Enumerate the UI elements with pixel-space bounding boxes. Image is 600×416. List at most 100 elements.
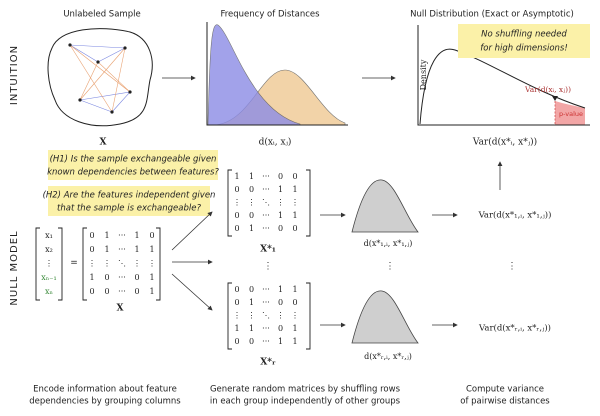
matrix-cell: 1 [149,287,154,296]
matrix-cell: ⋮ [133,259,141,268]
matrix-cell: ⋮ [291,198,299,207]
matrix-cell: ⋮ [233,198,241,207]
distance-curve [351,290,419,344]
caption: Generate random matrices by shuffling ro… [210,385,401,395]
matrix-cell: 1 [249,324,254,333]
matrix-cell: 0 [89,231,94,240]
matrix-cell: 0 [292,172,297,181]
ellipsis: ⋮ [264,262,273,272]
ellipsis: ⋮ [508,262,517,272]
question: (H1) Is the sample exchangeable given [50,155,217,165]
variance-label: Var(d(x*ᵣ,ᵢ, x*ᵣ,ⱼ)) [478,323,551,334]
matrix-cell: 0 [292,224,297,233]
matrix-cell: 1 [278,285,283,294]
axis-label: d(xᵢ, xⱼ) [259,137,292,148]
matrix-cell: 0 [234,337,239,346]
matrix-cell: 0 [249,337,254,346]
matrix-cell: 0 [292,298,297,307]
matrix-cell: 0 [134,273,139,282]
axis-label: Density [419,59,428,90]
matrix-cell: ⋮ [277,198,285,207]
matrix-cell: 1 [149,273,154,282]
matrix-cell: 0 [249,285,254,294]
bracket [156,227,161,301]
bracket [58,227,63,301]
matrix-cell: 0 [278,224,283,233]
arrow [171,211,213,251]
matrix-cell: 1 [278,185,283,194]
matrix-cell: ··· [118,273,126,282]
matrix-cell: ⋱ [262,198,270,207]
bracket [306,282,311,350]
caption: dependencies by grouping columns [29,397,181,407]
bracket [35,227,40,301]
matrix-cell: 1 [278,211,283,220]
equals: = [70,259,78,269]
question: that the sample is exchangeable? [57,204,201,214]
bracket [227,169,232,237]
matrix-cell: 0 [278,172,283,181]
matrix-cell: ⋮ [248,311,256,320]
matrix-cell: 1 [292,324,297,333]
matrix-cell: 0 [234,185,239,194]
matrix-cell: ··· [262,224,270,233]
matrix-cell: 1 [292,211,297,220]
matrix-cell: ⋮ [277,311,285,320]
matrix-cell: ··· [262,185,270,194]
panel-title: Frequency of Distances [220,10,320,20]
matrix-cell: 0 [234,211,239,220]
caption: Compute variance [466,385,544,395]
distance-curve [351,179,419,233]
section-label: NULL MODEL [9,230,20,305]
matrix-cell: 1 [249,224,254,233]
sample-cloud [47,28,153,127]
matrix-cell: ··· [262,298,270,307]
matrix-label: X*ᵣ [260,358,276,368]
matrix-cell: ⋮ [103,259,111,268]
matrix-label: X [117,304,124,314]
matrix-cell: 0 [249,211,254,220]
matrix-cell: 1 [249,298,254,307]
null-distribution [417,25,590,126]
note: for high dimensions! [480,44,568,54]
matrix-cell: 1 [292,337,297,346]
variance-label: Var(d(x*₁,ᵢ, x*₁,ⱼ)) [478,210,552,221]
matrix-cell: 0 [104,273,109,282]
matrix-cell: ⋮ [88,259,96,268]
caption: in each group independently of other gro… [210,397,401,407]
matrix-cell: 1 [234,172,239,181]
matrix-cell: ··· [262,211,270,220]
distance-label: d(x*₁,ᵢ, x*₁,ⱼ) [364,239,413,248]
matrix-cell: ⋮ [233,311,241,320]
matrix-cell: 1 [89,273,94,282]
matrix-cell: ··· [118,245,126,254]
matrix-cell: 1 [149,245,154,254]
matrix-cell: 0 [134,287,139,296]
matrix-cell: ⋮ [248,198,256,207]
panel-title: Unlabeled Sample [63,10,140,20]
vector-entry: xₙ [45,287,54,296]
matrix-cell: 1 [234,324,239,333]
question: (H2) Are the features independent given [43,191,216,201]
vector-entry: x₂ [45,245,53,254]
matrix-cell: 1 [134,231,139,240]
vector-entry: x₁ [45,231,53,240]
matrix-label: X [100,138,107,148]
matrix-cell: 0 [89,245,94,254]
section-label: INTUITION [9,45,20,105]
matrix-cell: ⋱ [262,311,270,320]
matrix-cell: 0 [234,298,239,307]
note: No shuffling needed [481,30,567,40]
matrix-cell: ··· [118,231,126,240]
caption: Encode information about feature [33,385,177,395]
matrix-cell: 1 [104,231,109,240]
matrix-cell: 0 [89,287,94,296]
question-box [48,150,218,180]
matrix-label: X*₁ [260,245,276,255]
caption: of pairwise distances [460,397,550,407]
question-box [48,186,210,216]
bracket [306,169,311,237]
vector-entry: xₙ₋₁ [41,273,56,282]
matrix-cell: 0 [104,287,109,296]
matrix-cell: 1 [292,285,297,294]
